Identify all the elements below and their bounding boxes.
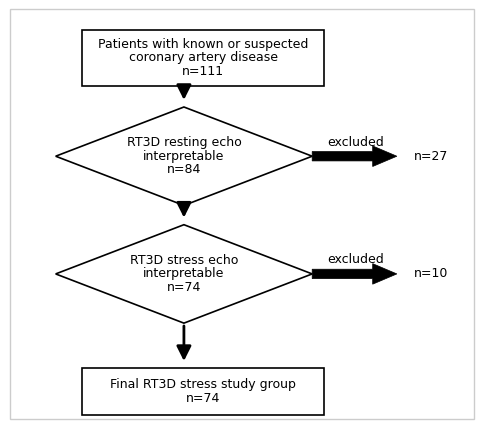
Text: n=74: n=74 [166,281,201,294]
Text: RT3D stress echo: RT3D stress echo [130,254,238,267]
Text: Final RT3D stress study group: Final RT3D stress study group [110,378,296,391]
Polygon shape [56,225,312,323]
Text: n=74: n=74 [186,392,221,405]
Polygon shape [312,146,397,166]
Text: n=27: n=27 [413,150,448,163]
FancyBboxPatch shape [82,30,324,86]
Text: n=111: n=111 [182,65,225,78]
Polygon shape [312,264,397,284]
Text: n=10: n=10 [413,268,448,280]
Polygon shape [56,107,312,205]
Text: excluded: excluded [327,253,384,266]
Text: excluded: excluded [327,136,384,149]
Text: Patients with known or suspected: Patients with known or suspected [98,38,308,51]
Text: coronary artery disease: coronary artery disease [129,51,278,64]
Text: interpretable: interpretable [143,150,225,163]
Text: n=84: n=84 [166,163,201,176]
FancyBboxPatch shape [82,368,324,415]
Text: RT3D resting echo: RT3D resting echo [126,136,242,149]
Text: interpretable: interpretable [143,268,225,280]
